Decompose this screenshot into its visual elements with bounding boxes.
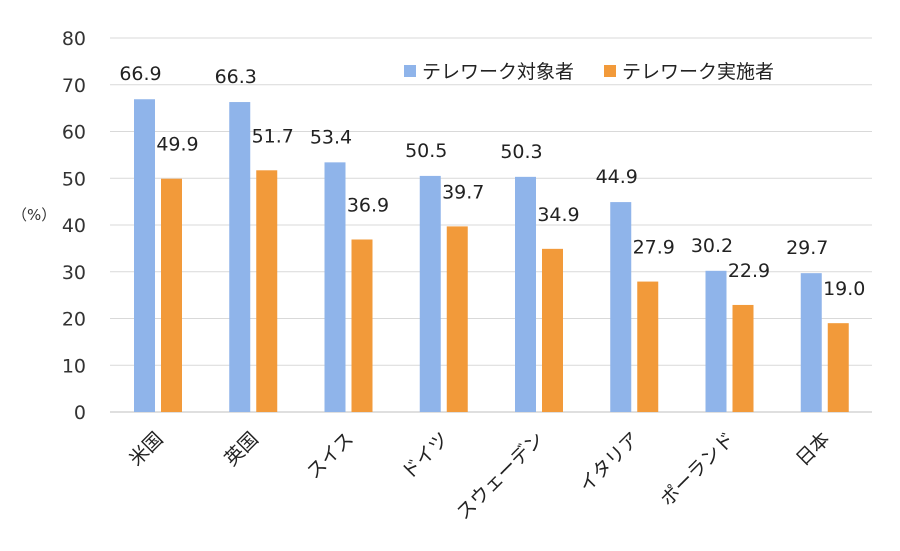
data-label: 44.9: [596, 166, 638, 188]
bar-target: [324, 162, 346, 412]
x-axis: 米国 英国 スイス ドイツ スウェーデン イタリア ポーランド 日本: [125, 428, 834, 524]
y-axis: 0 10 20 30 40 50 60 70 80: [62, 28, 86, 424]
gridlines: [110, 37, 872, 413]
data-label: 36.9: [347, 194, 389, 216]
data-label: 66.3: [215, 66, 257, 88]
category-label: イタリア: [575, 428, 644, 497]
category-label: スイス: [303, 428, 358, 483]
bar-implemented: [446, 226, 468, 412]
category-label: ポーランド: [656, 428, 739, 511]
category-label: 英国: [220, 428, 262, 470]
data-label: 50.3: [500, 141, 542, 163]
data-label: 30.2: [691, 235, 733, 257]
bar-implemented: [637, 281, 659, 412]
y-tick-label: 50: [62, 168, 86, 190]
y-tick-label: 20: [62, 309, 86, 331]
data-label: 53.4: [310, 126, 352, 148]
data-label: 34.9: [537, 204, 579, 226]
data-label: 50.5: [405, 140, 447, 162]
y-tick-label: 40: [62, 215, 86, 237]
data-label: 51.7: [252, 125, 294, 147]
y-tick-label: 0: [74, 402, 86, 424]
y-tick-label: 60: [62, 122, 86, 144]
bar-target: [229, 102, 251, 413]
data-label: 19.0: [823, 278, 865, 300]
y-tick-label: 10: [62, 355, 86, 377]
bar-target: [515, 176, 536, 412]
bar-target: [800, 273, 822, 412]
data-label: 39.7: [442, 181, 484, 203]
y-axis-unit-label: （%）: [12, 206, 56, 224]
legend: テレワーク対象者 テレワーク実施者: [404, 61, 774, 83]
data-labels: 66.9 49.9 66.3 51.7 53.4 36.9 50.5 39.7 50.3 34.9…: [119, 63, 865, 300]
legend-swatch: [604, 65, 616, 77]
legend-label: テレワーク対象者: [422, 61, 574, 83]
category-label: 日本: [792, 428, 834, 470]
bar-target: [610, 202, 632, 412]
bar-target: [705, 270, 727, 412]
y-tick-label: 70: [62, 75, 86, 97]
bar-target: [419, 175, 441, 412]
category-label: 米国: [125, 428, 167, 470]
bars: [134, 99, 849, 413]
category-label: ドイツ: [397, 428, 453, 484]
bar-implemented: [256, 170, 278, 412]
bar-implemented: [732, 304, 754, 412]
legend-label: テレワーク実施者: [622, 61, 774, 83]
bar-target: [134, 99, 155, 413]
data-label: 22.9: [728, 260, 770, 282]
bar-implemented: [827, 323, 849, 412]
legend-swatch: [404, 65, 416, 77]
data-label: 49.9: [156, 134, 198, 156]
y-tick-label: 80: [62, 28, 86, 50]
data-label: 27.9: [633, 237, 675, 259]
bar-implemented: [161, 178, 182, 412]
data-label: 29.7: [786, 237, 828, 259]
category-label: スウェーデン: [452, 428, 548, 524]
data-label: 66.9: [119, 63, 161, 85]
bar-implemented: [351, 239, 373, 412]
y-tick-label: 30: [62, 262, 86, 284]
bar-implemented: [542, 248, 563, 412]
